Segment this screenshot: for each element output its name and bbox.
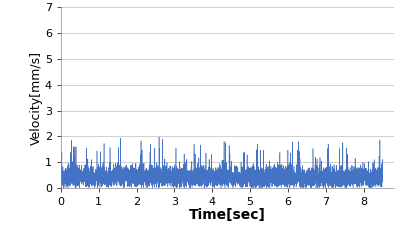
X-axis label: Time[sec]: Time[sec] [188, 208, 265, 222]
Y-axis label: Velocity[mm/s]: Velocity[mm/s] [30, 51, 43, 145]
